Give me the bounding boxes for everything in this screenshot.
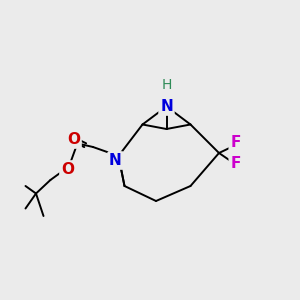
Text: H: H (161, 79, 172, 92)
Text: N: N (109, 153, 122, 168)
Text: F: F (230, 156, 241, 171)
Text: N: N (160, 99, 173, 114)
Text: F: F (230, 135, 241, 150)
Text: O: O (61, 162, 74, 177)
Text: O: O (67, 132, 80, 147)
